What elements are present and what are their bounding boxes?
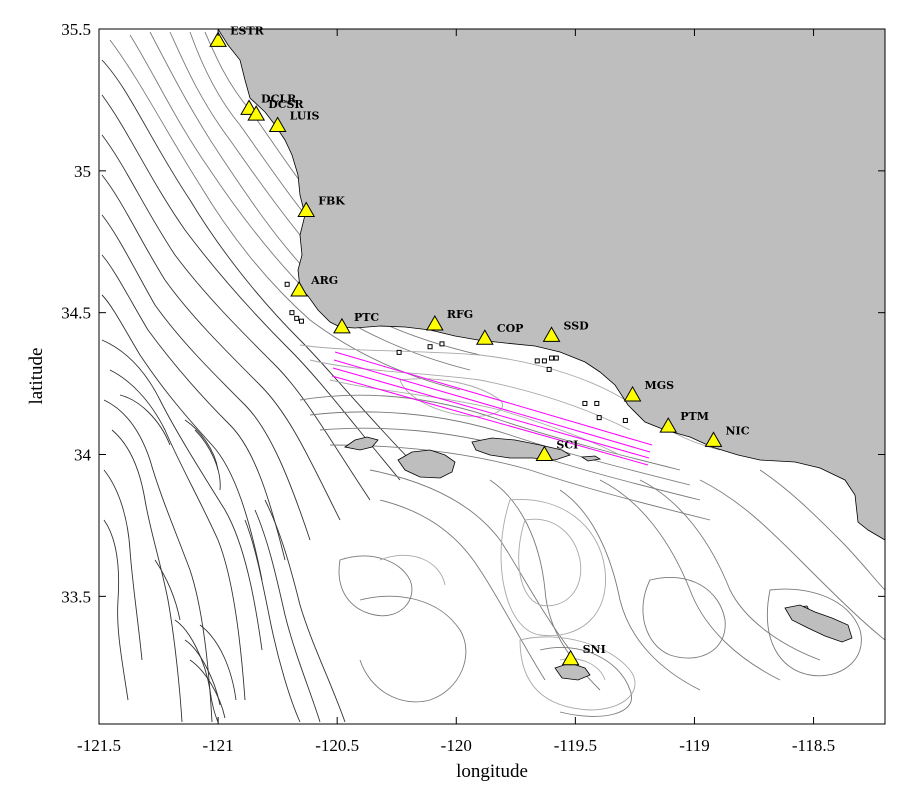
x-tick-label: -119.5 <box>554 736 597 755</box>
mooring-marker <box>541 358 547 364</box>
bathymetry-contours <box>101 31 886 723</box>
station-marker <box>268 116 287 132</box>
land <box>217 28 886 541</box>
moorings <box>284 281 628 423</box>
track-line-1 <box>334 351 653 446</box>
station-label: SSD <box>564 319 590 332</box>
station-marker <box>333 317 351 334</box>
station-label: ARG <box>310 274 338 287</box>
station-ptm: PTM <box>659 410 709 433</box>
y-tick-label: 35.5 <box>61 20 91 39</box>
x-tick-label: -119 <box>679 736 710 755</box>
station-marker <box>247 105 266 121</box>
mooring-marker <box>622 417 628 423</box>
station-label: NIC <box>726 424 750 437</box>
station-ssd: SSD <box>542 319 590 342</box>
station-arg: ARG <box>290 274 338 297</box>
axis-ticks: -121.5 -121 -120.5 -120 -119.5 -119 -118.5 33.5… <box>61 20 885 755</box>
x-tick-label: -121 <box>203 736 234 755</box>
station-cop: COP <box>475 322 524 345</box>
station-nic: NIC <box>704 424 750 447</box>
x-tick-label: -118.5 <box>792 736 835 755</box>
station-label: LUIS <box>290 109 320 122</box>
mooring-marker <box>294 315 300 321</box>
track-line-3 <box>332 367 650 459</box>
station-marker <box>623 385 642 402</box>
station-marker <box>542 326 561 342</box>
station-marker <box>297 201 316 218</box>
x-axis-title: longitude <box>456 761 528 782</box>
y-tick-label: 35 <box>74 162 91 181</box>
mooring-marker <box>596 415 602 421</box>
x-tick-label: -120.5 <box>315 736 359 755</box>
y-tick-label: 34 <box>74 446 92 465</box>
anacapa-island <box>580 455 602 462</box>
mooring-marker <box>284 281 290 287</box>
track-line-4 <box>331 375 649 466</box>
mooring-marker <box>553 355 559 361</box>
y-tick-label: 34.5 <box>61 304 91 323</box>
station-label: ESTR <box>230 24 265 37</box>
station-marker <box>659 417 678 433</box>
track-line-2 <box>333 359 651 453</box>
mooring-marker <box>546 366 552 372</box>
mooring-marker <box>534 358 540 364</box>
mooring-marker <box>298 318 304 324</box>
san-miguel-island <box>344 436 379 451</box>
station-label: FBK <box>318 195 345 208</box>
axes-box <box>98 28 886 725</box>
station-label: COP <box>497 322 524 335</box>
mooring-marker <box>427 344 433 350</box>
station-label: PTM <box>680 410 709 423</box>
mooring-marker <box>439 341 445 347</box>
station-marker <box>425 315 444 331</box>
station-label: SCI <box>556 439 578 452</box>
station-marker <box>290 280 308 297</box>
station-ptc: PTC <box>333 311 379 334</box>
station-label: MGS <box>645 379 675 392</box>
station-luis: LUIS <box>268 109 320 132</box>
santa-rosa-island <box>397 449 456 479</box>
x-tick-label: -121.5 <box>77 736 121 755</box>
station-sni: SNI <box>561 643 606 666</box>
station-label: SNI <box>583 643 606 656</box>
mooring-marker <box>594 400 600 406</box>
station-sci: SCI <box>535 439 578 462</box>
mooring-marker <box>582 400 588 406</box>
station-marker <box>209 31 227 47</box>
station-marker <box>475 329 494 345</box>
mooring-marker <box>549 355 555 361</box>
x-tick-label: -120 <box>441 736 472 755</box>
mooring-marker <box>396 349 402 355</box>
station-marker <box>704 431 723 447</box>
islands <box>344 436 853 681</box>
y-axis-title: latitude <box>26 348 47 405</box>
station-label: DCSR <box>268 98 304 111</box>
station-label: PTC <box>354 311 379 324</box>
station-fbk: FBK <box>297 195 345 218</box>
station-mgs: MGS <box>623 379 675 402</box>
station-dcsr: DCSR <box>247 98 304 121</box>
station-label: DCLR <box>261 92 297 105</box>
station-marker <box>561 649 580 666</box>
station-estr: ESTR <box>209 24 265 47</box>
station-label: RFG <box>447 308 473 321</box>
mooring-marker <box>289 310 295 316</box>
station-marker <box>535 445 554 462</box>
y-tick-label: 33.5 <box>61 587 91 606</box>
santa-catalina-island <box>784 604 853 643</box>
station-rfg: RFG <box>425 308 473 331</box>
track-lines <box>331 351 653 466</box>
